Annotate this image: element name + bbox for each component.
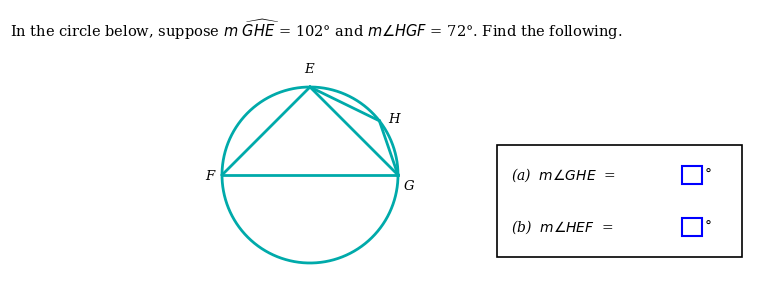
Text: °: ° — [705, 220, 712, 234]
FancyBboxPatch shape — [497, 145, 742, 257]
FancyBboxPatch shape — [682, 166, 702, 184]
Text: F: F — [205, 170, 214, 183]
Text: (b)  $m\angle HEF$  =: (b) $m\angle HEF$ = — [511, 218, 614, 236]
Text: G: G — [404, 180, 415, 193]
Text: In the circle below, suppose $m$ $\widehat{GHE}$ = 102° and $m\angle HGF$ = 72°.: In the circle below, suppose $m$ $\wideh… — [10, 18, 622, 42]
Text: °: ° — [705, 168, 712, 182]
Text: (a)  $m\angle GHE$  =: (a) $m\angle GHE$ = — [511, 166, 616, 184]
Text: H: H — [389, 113, 400, 126]
FancyBboxPatch shape — [682, 218, 702, 236]
Text: E: E — [305, 63, 314, 76]
